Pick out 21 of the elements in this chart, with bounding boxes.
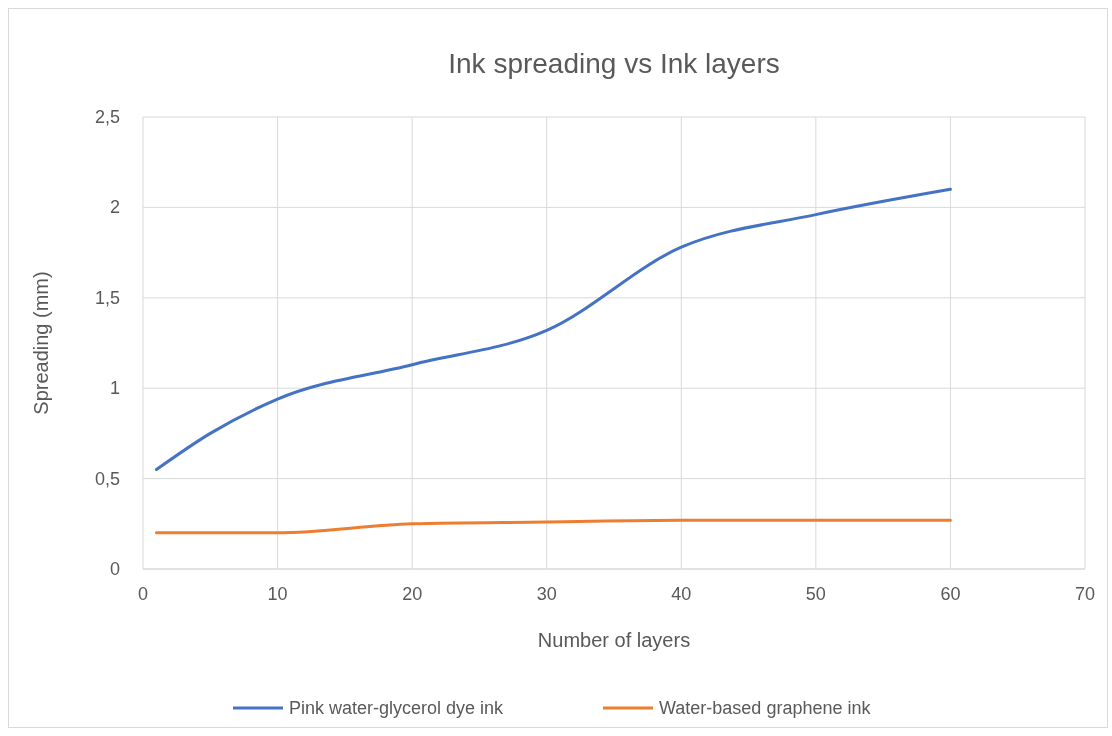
legend-label: Water-based graphene ink [659, 698, 872, 718]
x-tick-label: 60 [940, 584, 961, 604]
line-series [154, 518, 952, 535]
y-tick-label: 1 [109, 378, 120, 399]
y-tick-label: 1,5 [94, 287, 120, 308]
x-tick-label: 0 [137, 584, 149, 604]
x-tick-label: 10 [267, 584, 288, 604]
y-tick-label: 0 [109, 559, 120, 579]
y-tick-label: 2 [109, 197, 120, 218]
y-tick-label: 2,5 [94, 107, 120, 127]
y-tick-label: 0,5 [94, 468, 120, 489]
line-series [154, 187, 952, 472]
x-tick-label: 70 [1074, 584, 1096, 604]
y-axis-title: Spreading (mm) [30, 271, 52, 415]
x-tick-label: 20 [402, 584, 423, 604]
chart-title: Ink spreading vs Ink layers [448, 48, 780, 79]
x-tick-label: 40 [671, 584, 692, 604]
x-axis-title: Number of layers [537, 629, 691, 651]
legend-label: Pink water-glycerol dye ink [289, 698, 505, 718]
x-tick-label: 30 [536, 584, 557, 604]
x-tick-label: 50 [805, 584, 826, 604]
